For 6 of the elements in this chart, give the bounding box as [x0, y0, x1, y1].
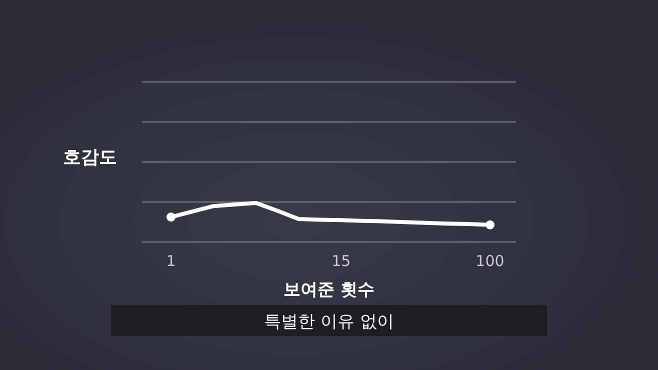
- x-tick-label: 15: [332, 252, 351, 270]
- x-tick-label: 1: [166, 252, 176, 270]
- x-tick-label: 100: [476, 252, 504, 270]
- text: 특별한 이유 없이: [264, 312, 394, 332]
- y-axis-title: 호감도: [63, 147, 117, 168]
- x-axis-title: 보여준 횟수: [284, 280, 374, 300]
